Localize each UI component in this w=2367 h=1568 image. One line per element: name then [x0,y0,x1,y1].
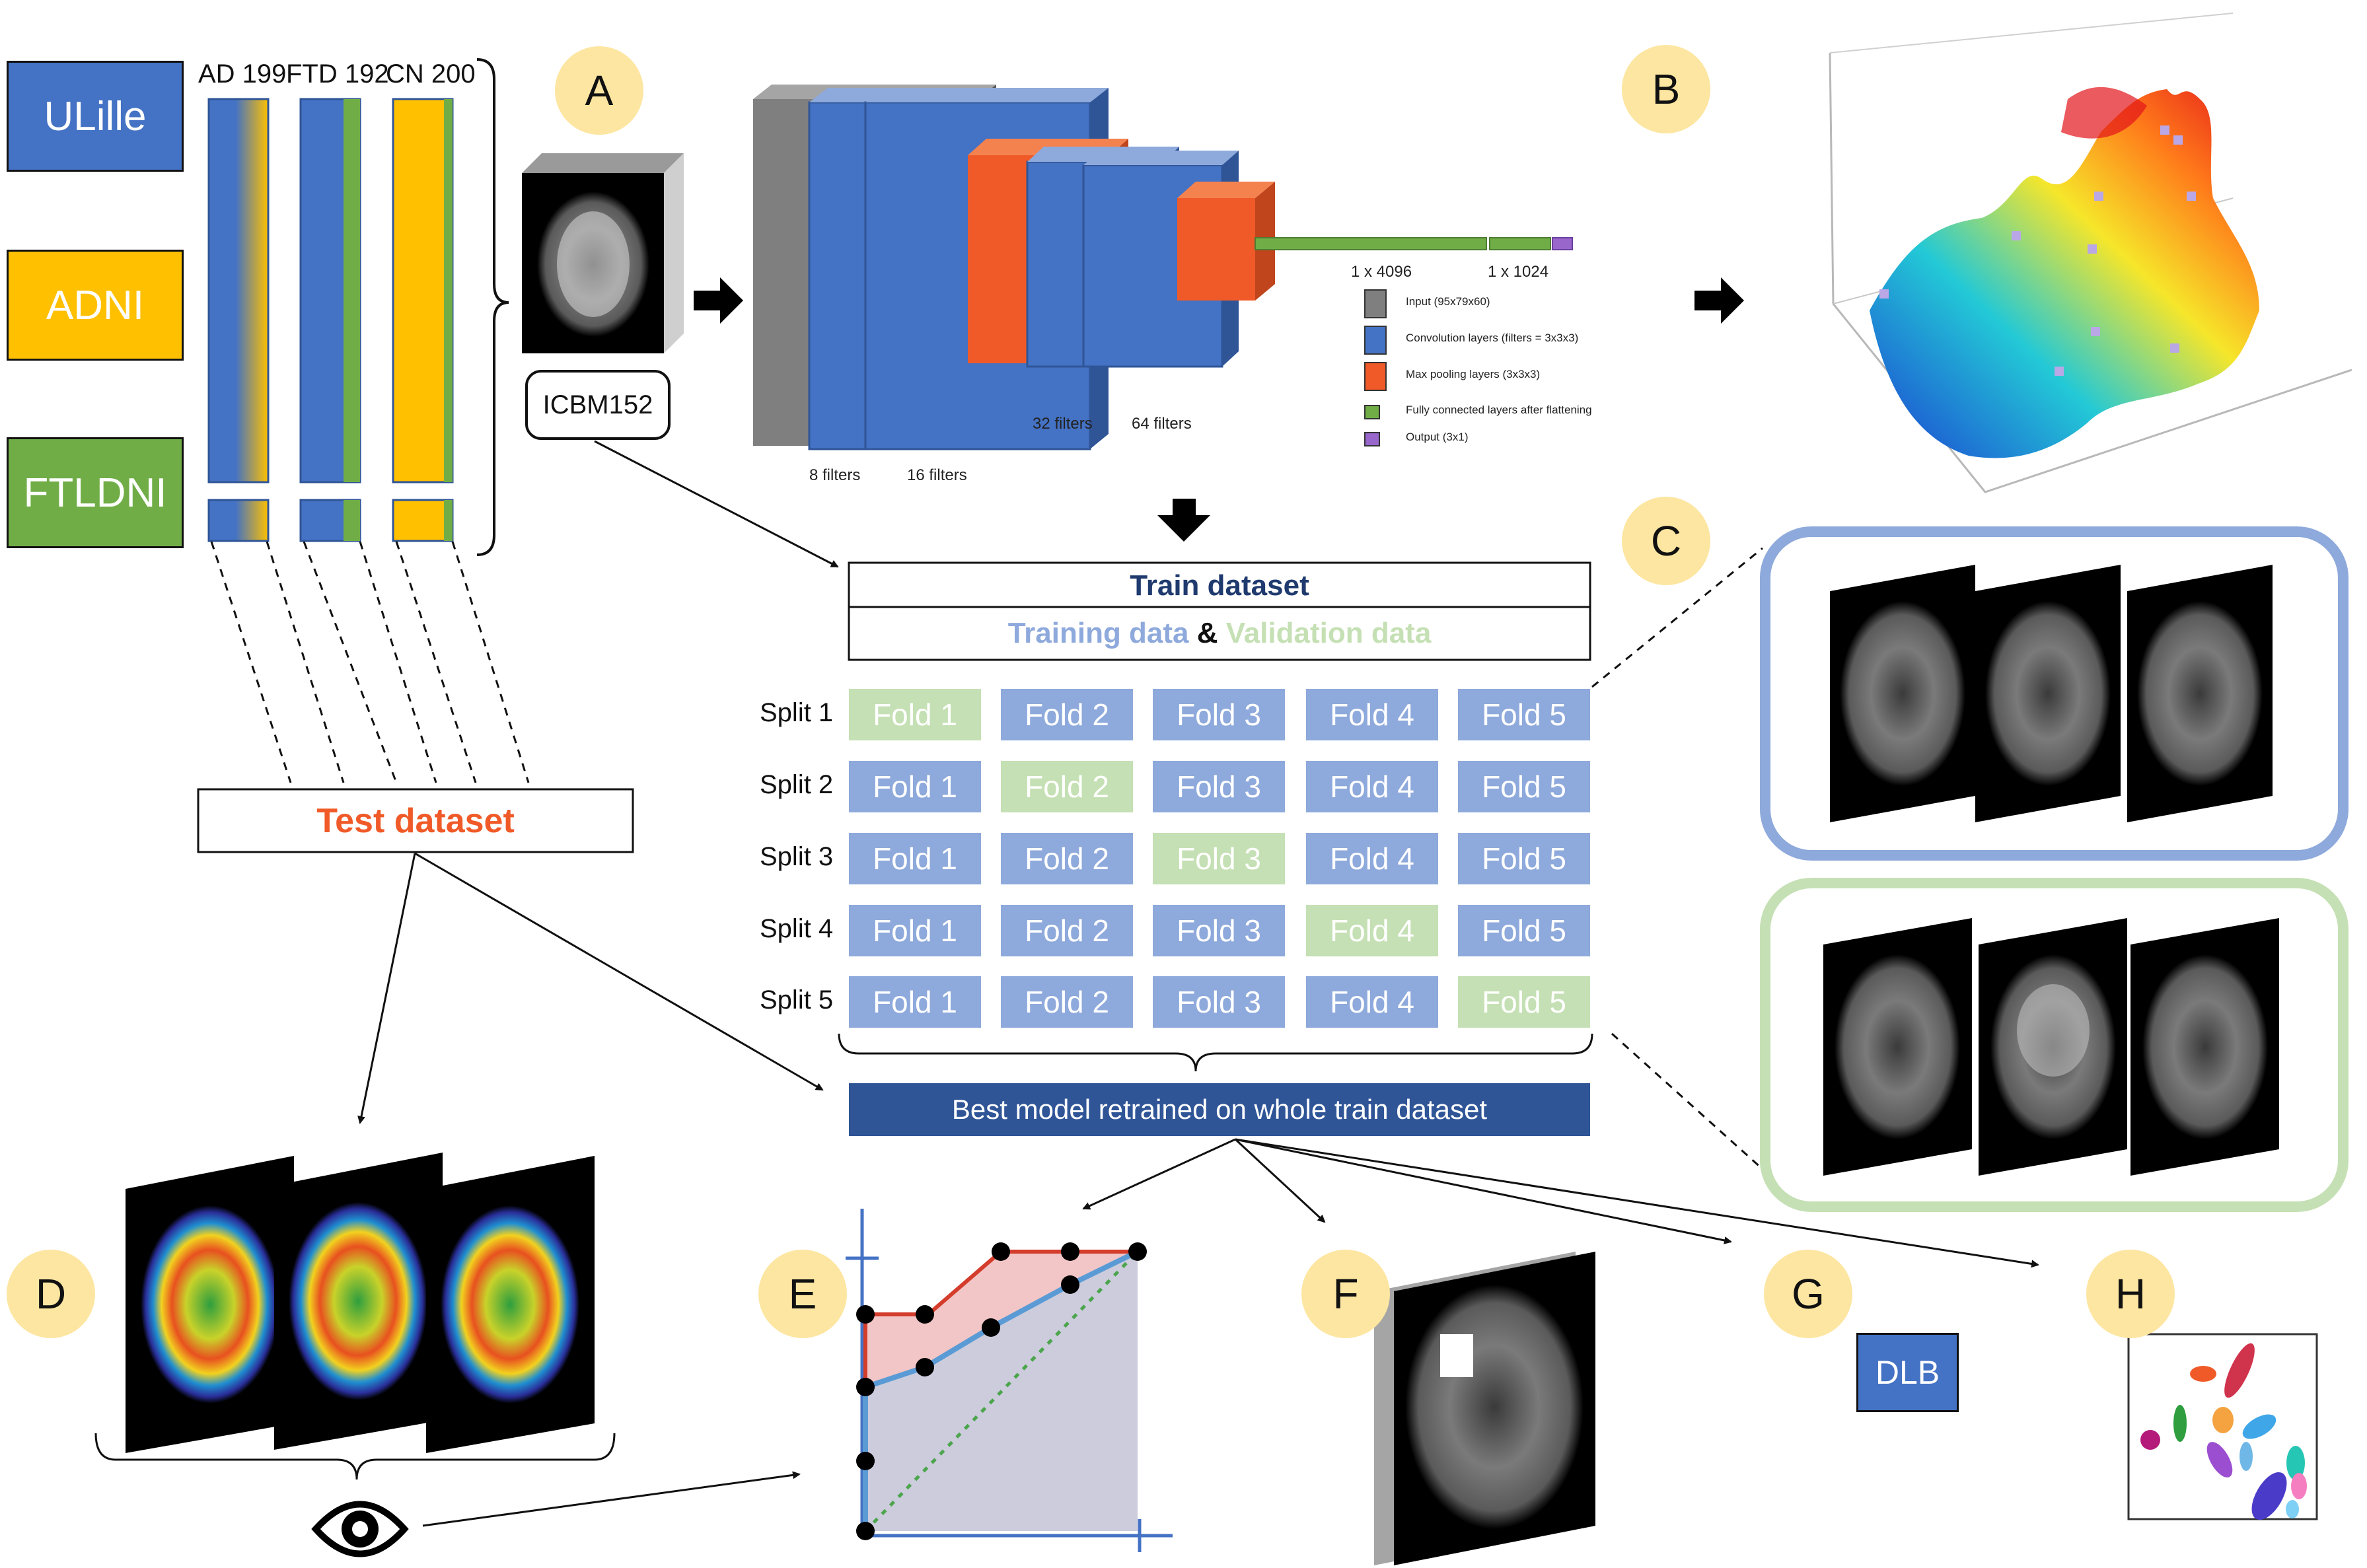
legend-swatch [1364,432,1380,446]
train-dataset-box [848,561,1591,661]
cnn-architecture [753,85,1573,450]
validation-fold: Fold 3 [1153,833,1285,884]
pet-scan-images [126,1153,595,1453]
best-model-label: Best model retrained on whole train data… [951,1094,1488,1125]
legend-swatch [1364,326,1387,355]
arrow-right-icon [1694,277,1744,324]
legend-label: Convolution layers (filters = 3x3x3) [1406,332,1579,344]
training-fold: Fold 2 [1001,689,1133,740]
training-mri-slices [1830,565,2273,822]
validation-fold: Fold 4 [1306,905,1438,956]
training-fold: Fold 3 [1153,761,1285,812]
source-ftldni: FTLDNI [7,437,184,548]
ftd-column-header: FTD 192 [286,59,389,89]
split-label: Split 2 [760,770,834,799]
evaluation-arrows [1082,1138,2039,1268]
occlusion-map-image [1374,1252,1595,1565]
ampersand: & [1196,617,1218,649]
badge-a: A [555,46,643,135]
tsne-plot [2127,1333,2318,1520]
validation-fold: Fold 2 [1001,761,1133,812]
test-dataset-box [197,788,634,853]
training-fold: Fold 1 [849,761,981,812]
split-label: Split 3 [760,842,834,871]
test-split-lines [210,541,530,783]
source-ulille: ULille [7,61,184,172]
arrow-down-icon [1157,499,1210,542]
fc2-caption: 1 x 1024 [1488,263,1549,281]
training-fold: Fold 5 [1458,761,1590,812]
ad-column-header: AD 199 [198,59,287,89]
badge-d: D [7,1250,95,1338]
source-adni-label: ADNI [46,282,145,328]
folds-brace [838,1033,1593,1072]
training-fold: Fold 3 [1153,689,1285,740]
train-dataset-subtitle: Training data & Validation data [849,609,1590,658]
pet-brace [94,1433,616,1480]
badge-c: C [1622,497,1710,585]
split-label: Split 5 [760,985,834,1015]
validation-mri-slices [1823,918,2279,1176]
split-label: Split 1 [760,698,834,727]
embedding-surface-plot [1829,13,2352,493]
test-dataset-label: Test dataset [316,801,515,840]
training-fold: Fold 1 [849,833,981,884]
training-fold: Fold 4 [1306,761,1438,812]
fc1-caption: 1 x 4096 [1351,263,1412,281]
training-fold: Fold 5 [1458,689,1590,740]
training-fold: Fold 5 [1458,833,1590,884]
training-fold: Fold 3 [1153,976,1285,1028]
best-model-box [849,1083,1590,1136]
legend-label: Fully connected layers after flattening [1406,404,1592,416]
filters-64-caption: 64 filters [1132,415,1192,433]
badge-b: B [1622,45,1710,133]
legend-label: Input (95x79x60) [1406,295,1490,308]
training-fold: Fold 2 [1001,905,1133,956]
split-label: Split 4 [760,914,834,943]
training-fold: Fold 5 [1458,905,1590,956]
ftd-column [299,98,361,542]
filters-8-caption: 8 filters [809,466,861,484]
training-fold: Fold 4 [1306,833,1438,884]
eye-icon [311,1501,409,1557]
arrow-right-icon [694,277,743,324]
icbm152-label: ICBM152 [525,370,671,440]
badge-e: E [758,1250,847,1338]
dlb-box: DLB [1856,1333,1959,1412]
validation-data-label: Validation data [1225,617,1432,649]
source-adni: ADNI [7,250,184,361]
badge-g: G [1764,1250,1852,1338]
training-fold: Fold 2 [1001,976,1133,1028]
validation-fold: Fold 1 [849,689,981,740]
dlb-label: DLB [1875,1354,1940,1391]
ad-column [207,98,270,542]
badge-f: F [1301,1250,1390,1338]
source-ftldni-label: FTLDNI [23,470,167,516]
source-brace [476,58,509,556]
legend-label: Max pooling layers (3x3x3) [1406,368,1541,380]
filters-16-caption: 16 filters [907,466,967,484]
training-fold: Fold 4 [1306,976,1438,1028]
training-data-label: Training data [1007,617,1189,649]
training-fold: Fold 1 [849,905,981,956]
filters-32-caption: 32 filters [1033,415,1093,433]
train-dataset-title: Train dataset [1130,569,1309,602]
roc-curve-plot [846,1209,1173,1552]
training-fold: Fold 1 [849,976,981,1028]
validation-fold: Fold 5 [1458,976,1590,1028]
cn-column [392,98,454,542]
badge-h: H [2086,1250,2175,1338]
legend-swatch [1364,289,1387,318]
legend-swatch [1364,405,1380,419]
legend-label: Output (3x1) [1406,431,1469,443]
training-fold: Fold 3 [1153,905,1285,956]
training-fold: Fold 4 [1306,689,1438,740]
source-ulille-label: ULille [44,93,147,139]
legend-swatch [1364,362,1387,391]
training-fold: Fold 2 [1001,833,1133,884]
cn-column-header: CN 200 [386,59,476,89]
icbm-template-image [522,153,684,353]
